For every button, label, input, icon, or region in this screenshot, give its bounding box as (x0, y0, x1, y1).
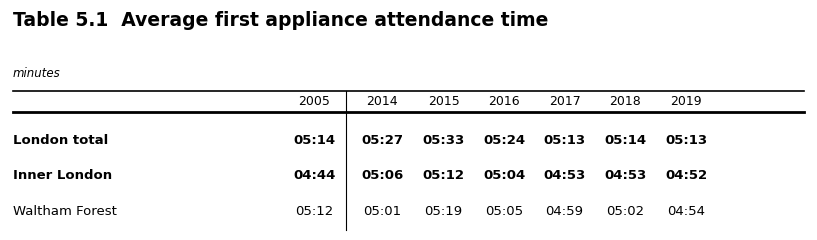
Text: 04:44: 04:44 (293, 169, 336, 182)
Text: London total: London total (13, 134, 109, 147)
Text: 05:05: 05:05 (485, 205, 523, 218)
Text: 04:53: 04:53 (604, 169, 646, 182)
Text: 05:33: 05:33 (422, 134, 465, 147)
Text: 05:04: 05:04 (483, 169, 525, 182)
Text: 05:24: 05:24 (483, 134, 525, 147)
Text: 05:13: 05:13 (665, 134, 708, 147)
Text: 05:02: 05:02 (606, 205, 644, 218)
Text: Table 5.1  Average first appliance attendance time: Table 5.1 Average first appliance attend… (13, 11, 548, 30)
Text: 04:59: 04:59 (546, 205, 583, 218)
Text: Inner London: Inner London (13, 169, 112, 182)
Text: 2016: 2016 (489, 95, 520, 108)
Text: minutes: minutes (13, 67, 60, 80)
Text: 05:14: 05:14 (604, 134, 646, 147)
Text: 2015: 2015 (428, 95, 459, 108)
Text: 05:27: 05:27 (361, 134, 404, 147)
Text: 2019: 2019 (671, 95, 702, 108)
Text: 05:12: 05:12 (296, 205, 333, 218)
Text: 05:06: 05:06 (361, 169, 404, 182)
Text: 05:01: 05:01 (364, 205, 401, 218)
Text: 2005: 2005 (298, 95, 331, 108)
Text: 05:14: 05:14 (293, 134, 336, 147)
Text: 2014: 2014 (367, 95, 398, 108)
Text: Waltham Forest: Waltham Forest (13, 205, 117, 218)
Text: 2017: 2017 (549, 95, 580, 108)
Text: 04:52: 04:52 (665, 169, 708, 182)
Text: 2018: 2018 (609, 95, 641, 108)
Text: 05:12: 05:12 (422, 169, 465, 182)
Text: 05:13: 05:13 (543, 134, 586, 147)
Text: 04:53: 04:53 (543, 169, 586, 182)
Text: 04:54: 04:54 (667, 205, 705, 218)
Text: 05:19: 05:19 (425, 205, 462, 218)
